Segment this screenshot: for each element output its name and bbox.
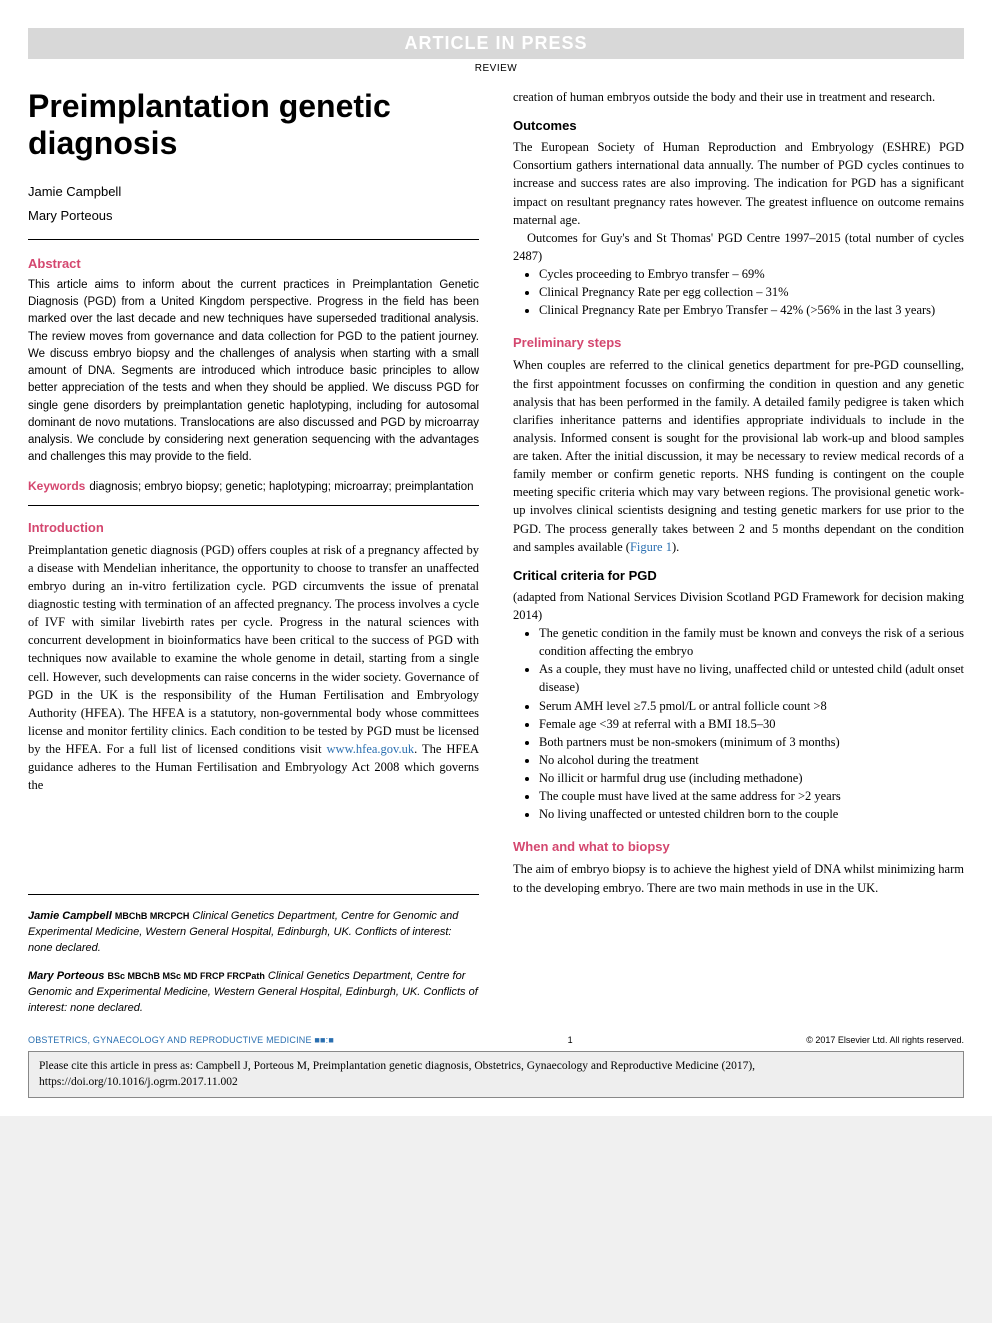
prelim-text-2: ). [672,540,679,554]
criteria-bullets: The genetic condition in the family must… [513,624,964,823]
author-list: Jamie Campbell Mary Porteous [28,180,479,229]
copyright-text: © 2017 Elsevier Ltd. All rights reserved… [806,1035,964,1045]
abstract-text: This article aims to inform about the cu… [28,277,479,467]
keywords-label: Keywords [28,479,85,493]
author-bio: Mary Porteous BSc MBChB MSc MD FRCP FRCP… [28,969,479,1017]
list-item: No illicit or harmful drug use (includin… [539,769,964,787]
article-type-label: REVIEW [28,63,964,74]
bio-credentials: BSc MBChB MSc MD FRCP FRCPath [107,971,264,981]
outcomes-heading: Outcomes [513,118,964,133]
bio-name: Mary Porteous [28,970,104,982]
two-column-layout: Preimplantation genetic diagnosis Jamie … [28,88,964,1017]
biopsy-heading: When and what to biopsy [513,839,964,854]
author-name: Mary Porteous [28,204,479,229]
list-item: Clinical Pregnancy Rate per Embryo Trans… [539,301,964,319]
list-item: Cycles proceeding to Embryo transfer – 6… [539,265,964,283]
divider [28,505,479,506]
author-bio: Jamie Campbell MBChB MRCPCH Clinical Gen… [28,909,479,957]
bio-credentials: MBChB MRCPCH [115,911,190,921]
author-name: Jamie Campbell [28,180,479,205]
bio-name: Jamie Campbell [28,910,112,922]
biopsy-para: The aim of embryo biopsy is to achieve t… [513,860,964,896]
article-title: Preimplantation genetic diagnosis [28,88,479,162]
left-column: Preimplantation genetic diagnosis Jamie … [28,88,479,1017]
criteria-heading: Critical criteria for PGD [513,568,964,583]
introduction-heading: Introduction [28,520,479,535]
article-status-banner: ARTICLE IN PRESS [28,28,964,59]
outcomes-para1: The European Society of Human Reproducti… [513,138,964,229]
keywords-text: diagnosis; embryo biopsy; genetic; haplo… [89,481,473,493]
list-item: No alcohol during the treatment [539,751,964,769]
column-gap [28,794,479,884]
list-item: Both partners must be non-smokers (minim… [539,733,964,751]
citation-box: Please cite this article in press as: Ca… [28,1051,964,1098]
intro-text-1: Preimplantation genetic diagnosis (PGD) … [28,543,479,756]
prelim-text-1: When couples are referred to the clinica… [513,358,964,553]
list-item: Clinical Pregnancy Rate per egg collecti… [539,283,964,301]
page-number: 1 [568,1035,573,1045]
list-item: No living unaffected or untested childre… [539,805,964,823]
preliminary-heading: Preliminary steps [513,335,964,350]
list-item: The genetic condition in the family must… [539,624,964,660]
figure-ref[interactable]: Figure 1 [630,540,672,554]
outcomes-bullets: Cycles proceeding to Embryo transfer – 6… [513,265,964,319]
list-item: Serum AMH level ≥7.5 pmol/L or antral fo… [539,697,964,715]
list-item: As a couple, they must have no living, u… [539,660,964,696]
intro-continuation: creation of human embryos outside the bo… [513,88,964,106]
outcomes-para2: Outcomes for Guy's and St Thomas' PGD Ce… [513,229,964,265]
criteria-note: (adapted from National Services Division… [513,588,964,624]
divider [28,894,479,895]
outcomes-body: The European Society of Human Reproducti… [513,138,964,265]
list-item: Female age <39 at referral with a BMI 18… [539,715,964,733]
preliminary-body: When couples are referred to the clinica… [513,356,964,555]
page-footer: OBSTETRICS, GYNAECOLOGY AND REPRODUCTIVE… [28,1035,964,1045]
page: ARTICLE IN PRESS REVIEW Preimplantation … [0,0,992,1116]
list-item: The couple must have lived at the same a… [539,787,964,805]
biopsy-body: The aim of embryo biopsy is to achieve t… [513,860,964,896]
divider [28,239,479,240]
abstract-heading: Abstract [28,256,479,271]
hfea-link[interactable]: www.hfea.gov.uk [327,742,415,756]
journal-name: OBSTETRICS, GYNAECOLOGY AND REPRODUCTIVE… [28,1035,334,1045]
intro-cont-text: creation of human embryos outside the bo… [513,88,964,106]
introduction-text: Preimplantation genetic diagnosis (PGD) … [28,541,479,795]
right-column: creation of human embryos outside the bo… [513,88,964,1017]
